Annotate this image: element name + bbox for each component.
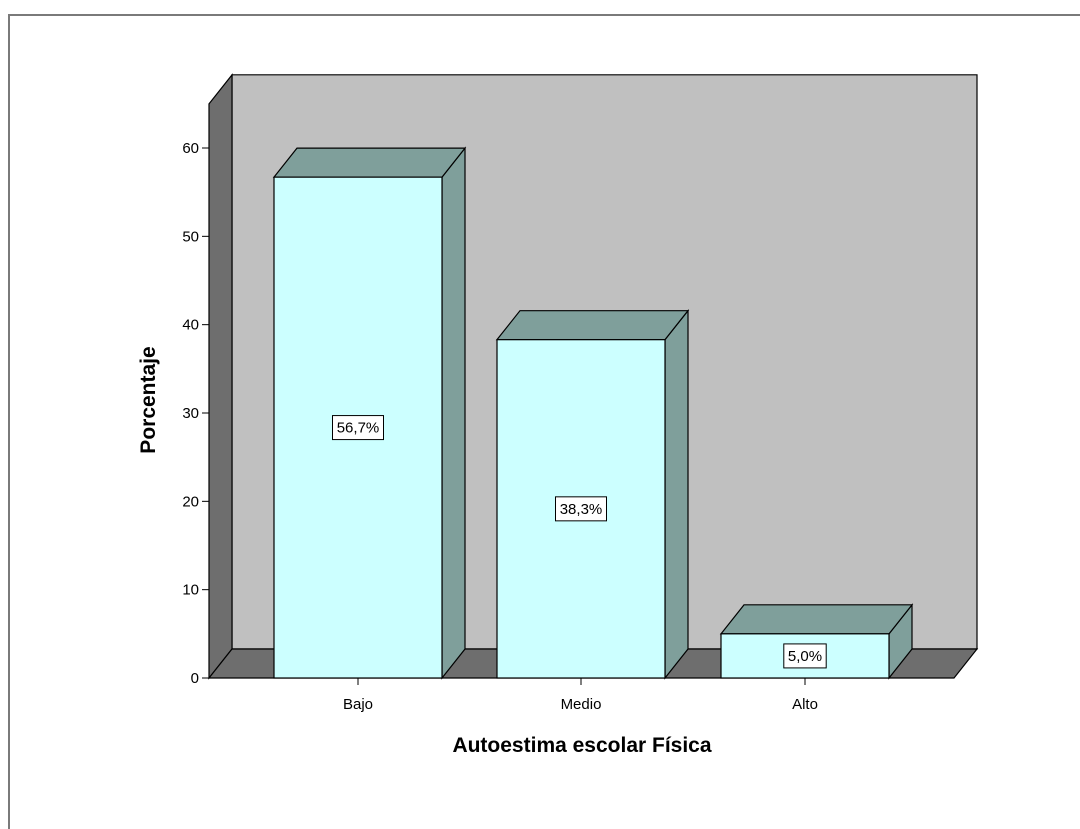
y-tick-label: 40 [182,317,199,334]
bar-top [272,147,467,178]
bar-side [441,146,466,680]
data-label: 5,0% [788,648,822,665]
x-tick-label: Medio [561,696,602,713]
bar-alto: 5,0% [719,603,914,680]
x-tick-label: Bajo [343,696,373,713]
side-wall [208,73,233,680]
data-label: 56,7% [337,420,380,437]
y-tick-label: 30 [182,405,199,422]
bar-top [495,310,690,341]
data-label-box [332,415,384,441]
bar [720,633,890,679]
y-tick-label: 50 [182,228,199,245]
x-axis-title: Autoestima escolar Física [452,734,711,757]
y-tick-label: 0 [191,670,199,687]
data-label: 38,3% [560,501,603,518]
bar-side [664,308,689,680]
y-tick-label: 10 [182,582,199,599]
bar-medio: 38,3% [495,308,690,680]
y-tick-label: 60 [182,140,199,157]
bar-bajo: 56,7% [272,146,467,680]
data-label-box [555,496,607,522]
data-label-box [783,643,827,669]
y-tick-label: 20 [182,493,199,510]
y-axis-title: Porcentaje [137,346,160,453]
bar-top [719,604,914,635]
x-tick-label: Alto [792,696,818,713]
